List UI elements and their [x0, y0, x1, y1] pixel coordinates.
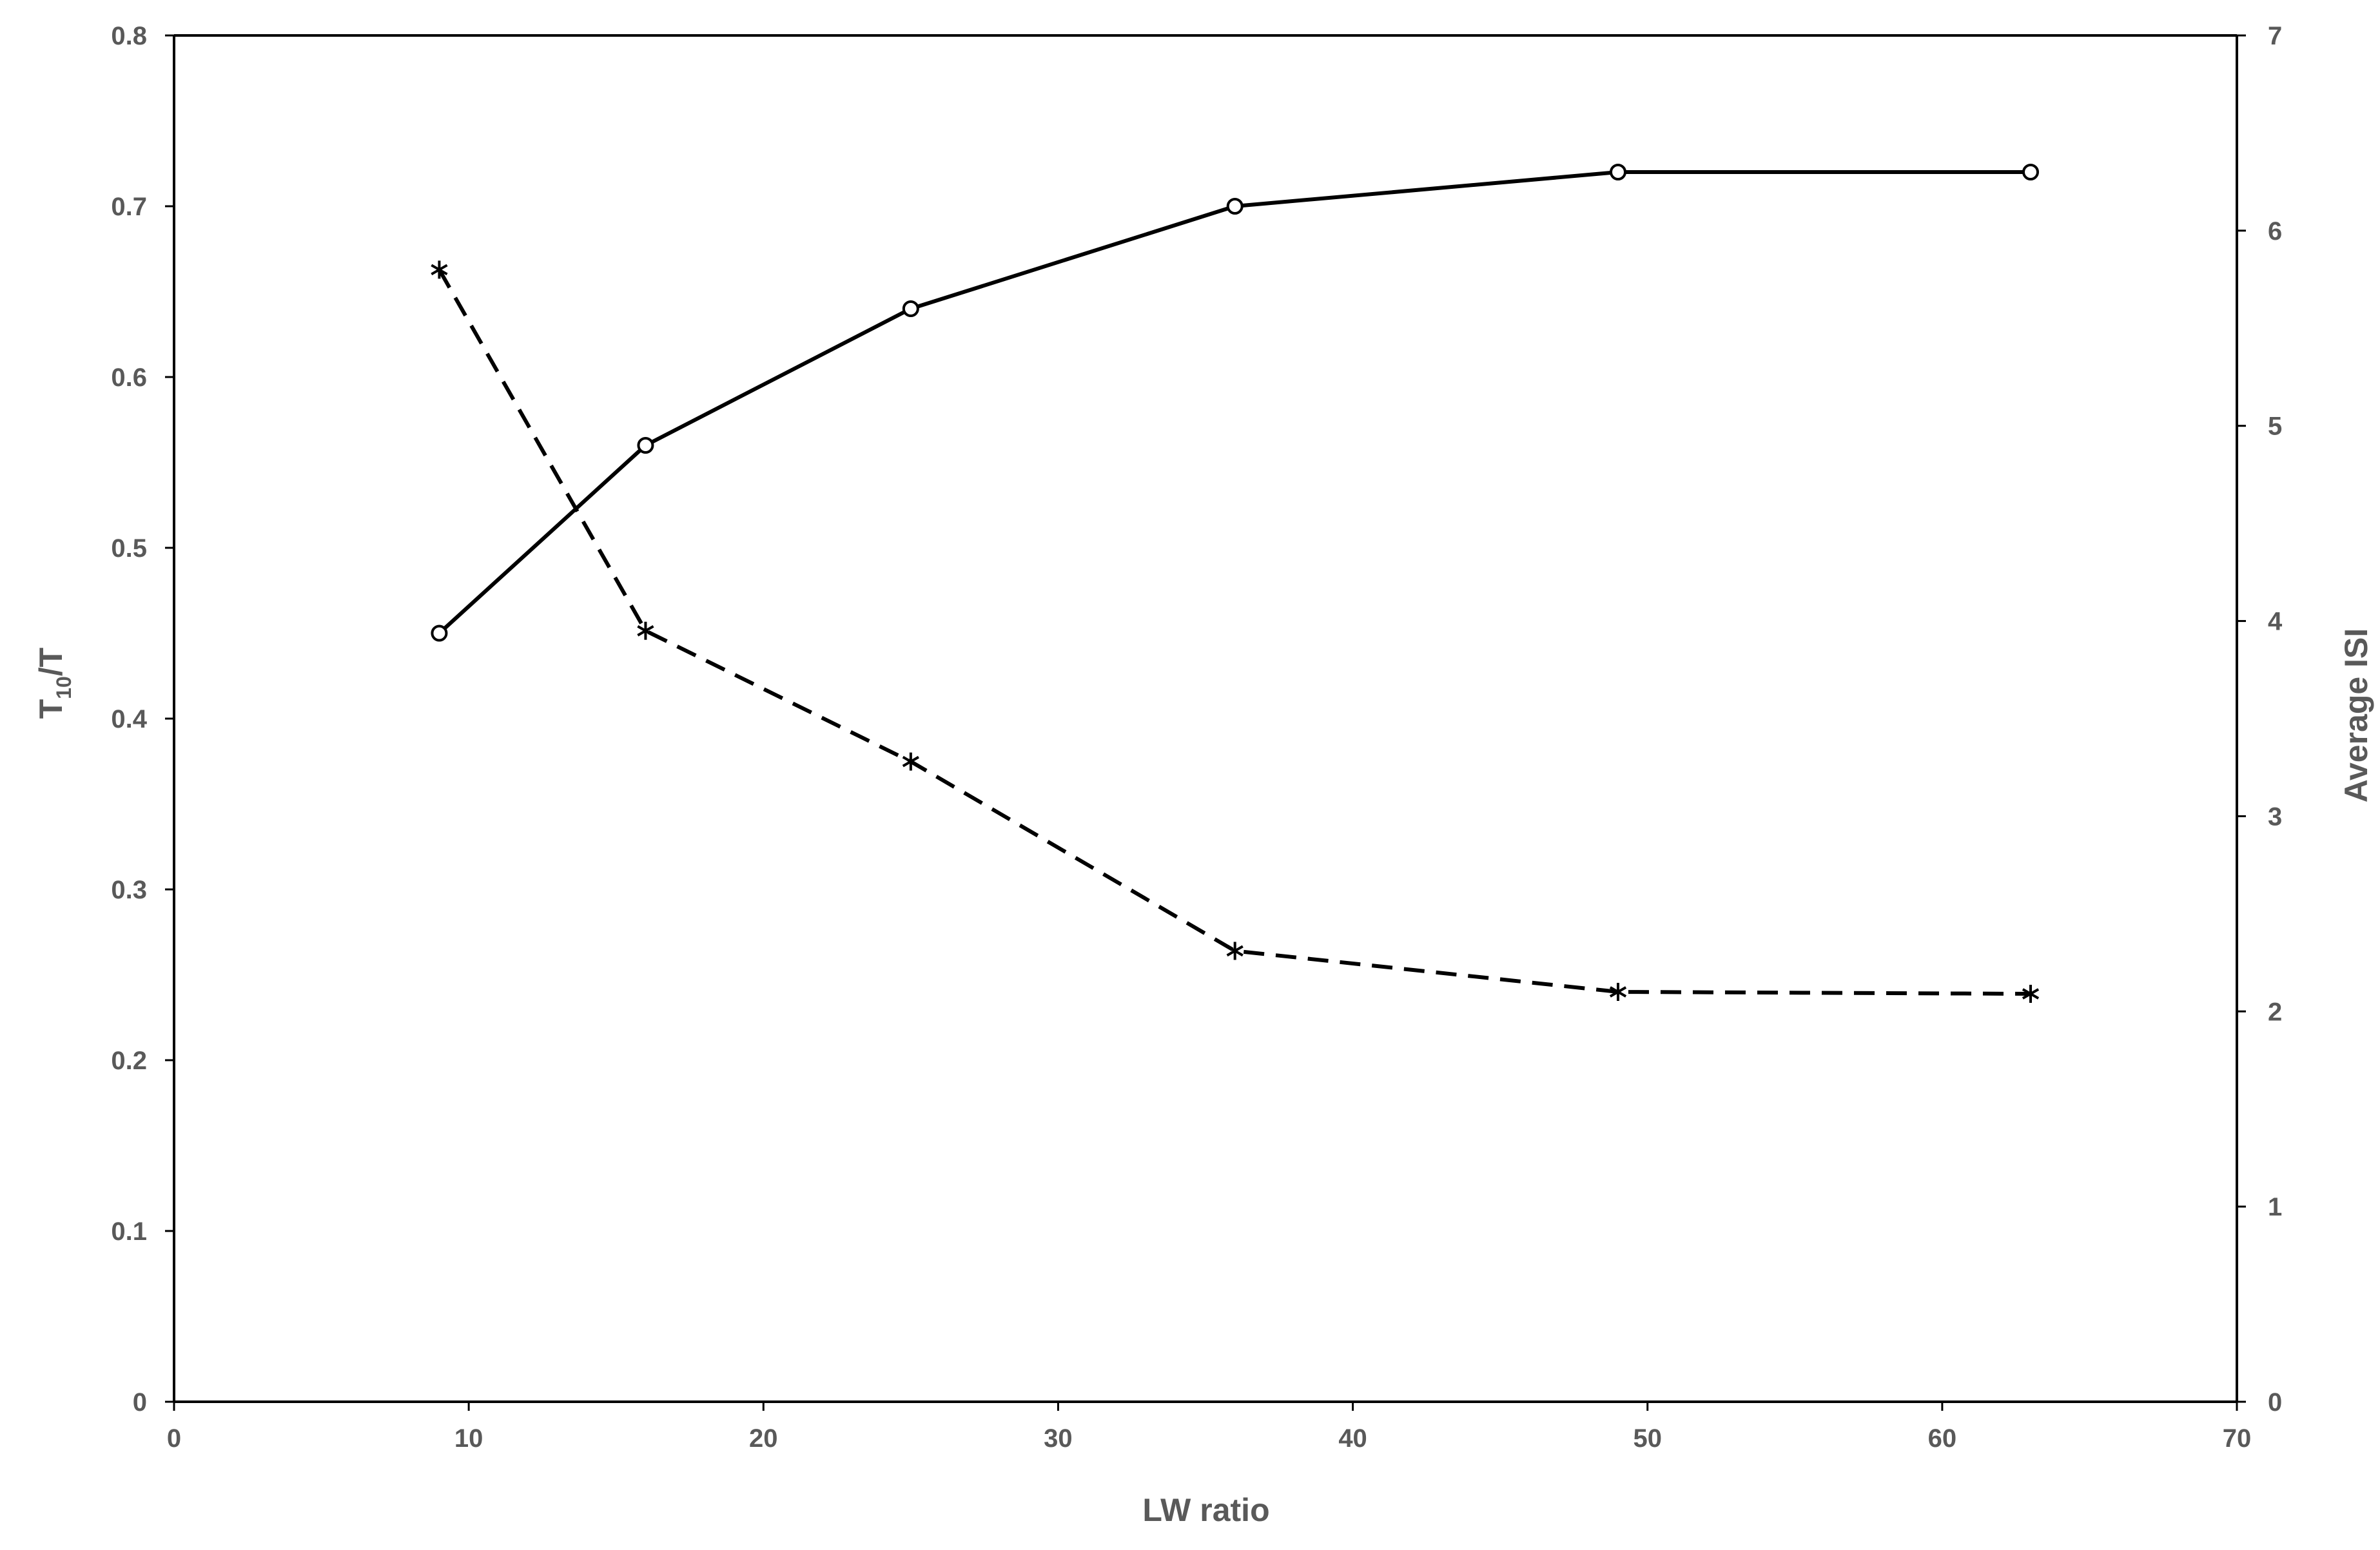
y-tick-label-right: 4: [2268, 608, 2283, 636]
x-tick-label: 60: [1928, 1424, 1957, 1453]
x-tick-label: 40: [1338, 1424, 1367, 1453]
y-tick-label-left: 0.6: [111, 363, 147, 392]
data-point-circle: [1226, 198, 1244, 215]
data-point-asterisk: [902, 752, 919, 771]
plot-frame: [173, 34, 2238, 1403]
y-tick-label-right: 1: [2268, 1193, 2282, 1221]
data-point-circle: [637, 437, 654, 454]
y-tick-label-right: 5: [2268, 412, 2282, 441]
y-tick-label-right: 0: [2268, 1388, 2282, 1417]
x-tick-label: 50: [1633, 1424, 1662, 1453]
asterisk-stroke: [902, 755, 919, 768]
axis-ticks: 0 10 20 30 40 50 60 7000.10.20.30.40.50.60.70.8…: [111, 22, 2283, 1453]
data-point-asterisk: [431, 260, 448, 279]
x-tick-label: 20: [749, 1424, 778, 1453]
y-tick-label-right: 2: [2268, 998, 2282, 1026]
x-tick-label: 30: [1044, 1424, 1073, 1453]
y-tick-label-left: 0.2: [111, 1047, 147, 1075]
asterisk-stroke: [2022, 988, 2040, 1000]
data-point-asterisk: [637, 621, 654, 640]
y-tick-label-left: 0.7: [111, 193, 147, 221]
y-axis-title-left: T10/T: [33, 648, 75, 719]
data-point-circle: [902, 300, 919, 317]
y-tick-label-left: 0.8: [111, 22, 147, 50]
y-axis-title-subscript: 10: [52, 676, 75, 699]
data-point-circle: [431, 625, 448, 642]
y-tick-label-right: 6: [2268, 217, 2282, 246]
y-axis-title-right: Average ISI: [2338, 628, 2374, 803]
asterisk-stroke: [1226, 945, 1244, 957]
data-point-circle: [2022, 164, 2039, 180]
asterisk-stroke: [637, 625, 654, 637]
y-tick-label-left: 0.5: [111, 534, 147, 563]
y-tick-label-left: 0.1: [111, 1217, 147, 1246]
x-tick-label: 70: [2223, 1424, 2252, 1453]
asterisk-stroke: [431, 264, 448, 276]
y-tick-label-right: 3: [2268, 802, 2282, 831]
x-tick-label: 10: [454, 1424, 483, 1453]
y-axis-title-base: T: [33, 699, 69, 719]
x-axis-title: LW ratio: [1142, 1492, 1269, 1528]
data-point-asterisk: [1226, 942, 1244, 960]
asterisk-stroke: [1609, 986, 1627, 998]
series-line-2: [437, 268, 2031, 996]
x-tick-label: 0: [167, 1424, 181, 1453]
y-tick-label-left: 0.3: [111, 876, 147, 904]
y-tick-label-left: 0.4: [111, 705, 147, 733]
y-axis-title-suffix: /T: [33, 648, 69, 676]
series-line-1: [438, 170, 2031, 635]
series-group: [431, 164, 2040, 1003]
data-point-asterisk: [1609, 983, 1627, 1001]
data-point-asterisk: [2022, 985, 2040, 1003]
data-point-circle: [1610, 164, 1626, 180]
y-tick-label-right: 7: [2268, 22, 2282, 50]
y-tick-label-left: 0: [133, 1388, 147, 1417]
